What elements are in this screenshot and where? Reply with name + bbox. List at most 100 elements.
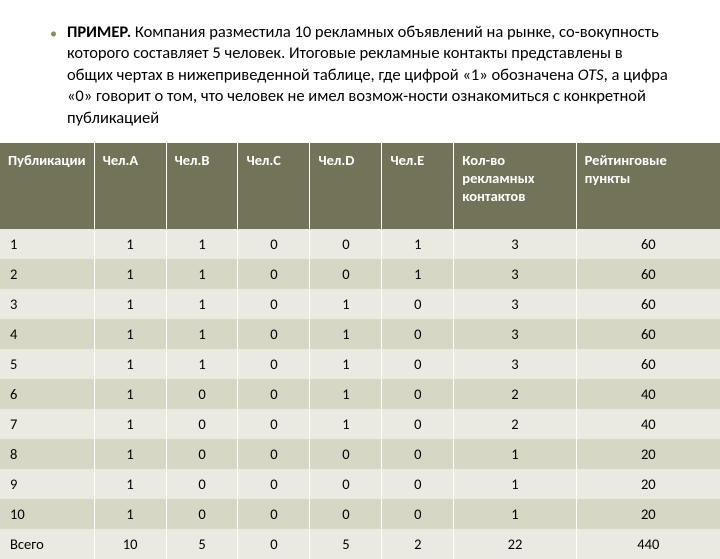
table-cell: 0 bbox=[166, 469, 238, 499]
table-cell: 0 bbox=[166, 439, 238, 469]
table-header: ПубликацииЧел.AЧел.BЧел.CЧел.DЧел.EКол-в… bbox=[0, 143, 720, 229]
table-cell: 1 bbox=[166, 229, 238, 259]
table-cell: 0 bbox=[310, 499, 382, 529]
table-cell: 1 bbox=[94, 499, 166, 529]
table-cell: 0 bbox=[310, 469, 382, 499]
table-cell: 60 bbox=[576, 229, 720, 259]
table-cell: 10 bbox=[0, 499, 94, 529]
table-cell: 5 bbox=[310, 529, 382, 559]
table-cell: 0 bbox=[382, 319, 454, 349]
table-cell: 440 bbox=[576, 529, 720, 559]
table-cell: 0 bbox=[382, 349, 454, 379]
table-cell: 20 bbox=[576, 439, 720, 469]
table-cell: 1 bbox=[382, 259, 454, 289]
table-cell: 0 bbox=[382, 409, 454, 439]
table-column-header: Чел.B bbox=[166, 143, 238, 229]
table-cell: 60 bbox=[576, 319, 720, 349]
table-cell: 1 bbox=[166, 349, 238, 379]
table-cell: 0 bbox=[382, 379, 454, 409]
table-cell: 0 bbox=[166, 379, 238, 409]
table-cell: 60 bbox=[576, 349, 720, 379]
table-cell: 1 bbox=[454, 469, 576, 499]
table-cell: 0 bbox=[238, 529, 310, 559]
table-cell: 1 bbox=[94, 379, 166, 409]
table-cell: 0 bbox=[382, 499, 454, 529]
table-cell: 40 bbox=[576, 379, 720, 409]
table-cell: 1 bbox=[94, 409, 166, 439]
bullet-italic: OTS bbox=[578, 65, 604, 85]
table-cell: 1 bbox=[94, 439, 166, 469]
table-cell: 10 bbox=[94, 529, 166, 559]
table-cell: Всего bbox=[0, 529, 94, 559]
table-row: 710010240 bbox=[0, 409, 720, 439]
table-row: 211001360 bbox=[0, 259, 720, 289]
table-cell: 1 bbox=[310, 319, 382, 349]
table-cell: 0 bbox=[238, 319, 310, 349]
bullet-paragraph: • ПРИМЕР. Компания разместила 10 рекламн… bbox=[0, 0, 720, 143]
table-cell: 0 bbox=[238, 469, 310, 499]
table-cell: 0 bbox=[238, 439, 310, 469]
table-cell: 0 bbox=[166, 499, 238, 529]
table-cell: 0 bbox=[238, 379, 310, 409]
bullet-prefix: ПРИМЕР. bbox=[67, 22, 131, 42]
bullet-part1: Компания разместила 10 рекламных объявле… bbox=[67, 22, 659, 85]
table-cell: 1 bbox=[166, 289, 238, 319]
table-row: 1010000120 bbox=[0, 499, 720, 529]
table-column-header: Чел.D bbox=[310, 143, 382, 229]
table-cell: 3 bbox=[454, 289, 576, 319]
table-cell: 1 bbox=[310, 379, 382, 409]
table-row: 411010360 bbox=[0, 319, 720, 349]
table-cell: 0 bbox=[238, 259, 310, 289]
table-cell: 3 bbox=[454, 349, 576, 379]
table-cell: 0 bbox=[238, 289, 310, 319]
table-cell: 1 bbox=[310, 409, 382, 439]
table-cell: 1 bbox=[94, 229, 166, 259]
table-cell: 6 bbox=[0, 379, 94, 409]
table-cell: 5 bbox=[166, 529, 238, 559]
table-header-row: ПубликацииЧел.AЧел.BЧел.CЧел.DЧел.EКол-в… bbox=[0, 143, 720, 229]
table-cell: 0 bbox=[310, 439, 382, 469]
table-cell: 0 bbox=[382, 289, 454, 319]
table-cell: 0 bbox=[382, 439, 454, 469]
table-cell: 1 bbox=[454, 499, 576, 529]
table-cell: 20 bbox=[576, 499, 720, 529]
table-cell: 1 bbox=[166, 319, 238, 349]
table-cell: 0 bbox=[166, 409, 238, 439]
table-row: 111001360 bbox=[0, 229, 720, 259]
table-cell: 2 bbox=[382, 529, 454, 559]
table-cell: 3 bbox=[0, 289, 94, 319]
table-cell: 1 bbox=[94, 259, 166, 289]
table-column-header: Чел.C bbox=[238, 143, 310, 229]
table-cell: 2 bbox=[0, 259, 94, 289]
table-cell: 8 bbox=[0, 439, 94, 469]
table-cell: 1 bbox=[94, 469, 166, 499]
table-column-header: Рейтинговые пункты bbox=[576, 143, 720, 229]
table-column-header: Публикации bbox=[0, 143, 94, 229]
table-cell: 4 bbox=[0, 319, 94, 349]
table-column-header: Кол-во рекламных контактов bbox=[454, 143, 576, 229]
table-row: Всего10505222440 bbox=[0, 529, 720, 559]
table-cell: 1 bbox=[310, 349, 382, 379]
table-cell: 0 bbox=[310, 229, 382, 259]
table-cell: 1 bbox=[454, 439, 576, 469]
table-cell: 0 bbox=[382, 469, 454, 499]
table-cell: 60 bbox=[576, 259, 720, 289]
table-cell: 0 bbox=[238, 499, 310, 529]
table-cell: 0 bbox=[310, 259, 382, 289]
table-body: 1110013602110013603110103604110103605110… bbox=[0, 229, 720, 559]
table-cell: 2 bbox=[454, 379, 576, 409]
table-cell: 1 bbox=[382, 229, 454, 259]
table-cell: 9 bbox=[0, 469, 94, 499]
bullet-text: ПРИМЕР. Компания разместила 10 рекламных… bbox=[67, 22, 670, 129]
table-cell: 0 bbox=[238, 349, 310, 379]
table-cell: 1 bbox=[94, 349, 166, 379]
table-cell: 2 bbox=[454, 409, 576, 439]
table-cell: 3 bbox=[454, 319, 576, 349]
table-cell: 3 bbox=[454, 259, 576, 289]
table-cell: 7 bbox=[0, 409, 94, 439]
table-row: 610010240 bbox=[0, 379, 720, 409]
data-table: ПубликацииЧел.AЧел.BЧел.CЧел.DЧел.EКол-в… bbox=[0, 143, 720, 559]
table-column-header: Чел.E bbox=[382, 143, 454, 229]
table-cell: 40 bbox=[576, 409, 720, 439]
slide-container: • ПРИМЕР. Компания разместила 10 рекламн… bbox=[0, 0, 720, 540]
